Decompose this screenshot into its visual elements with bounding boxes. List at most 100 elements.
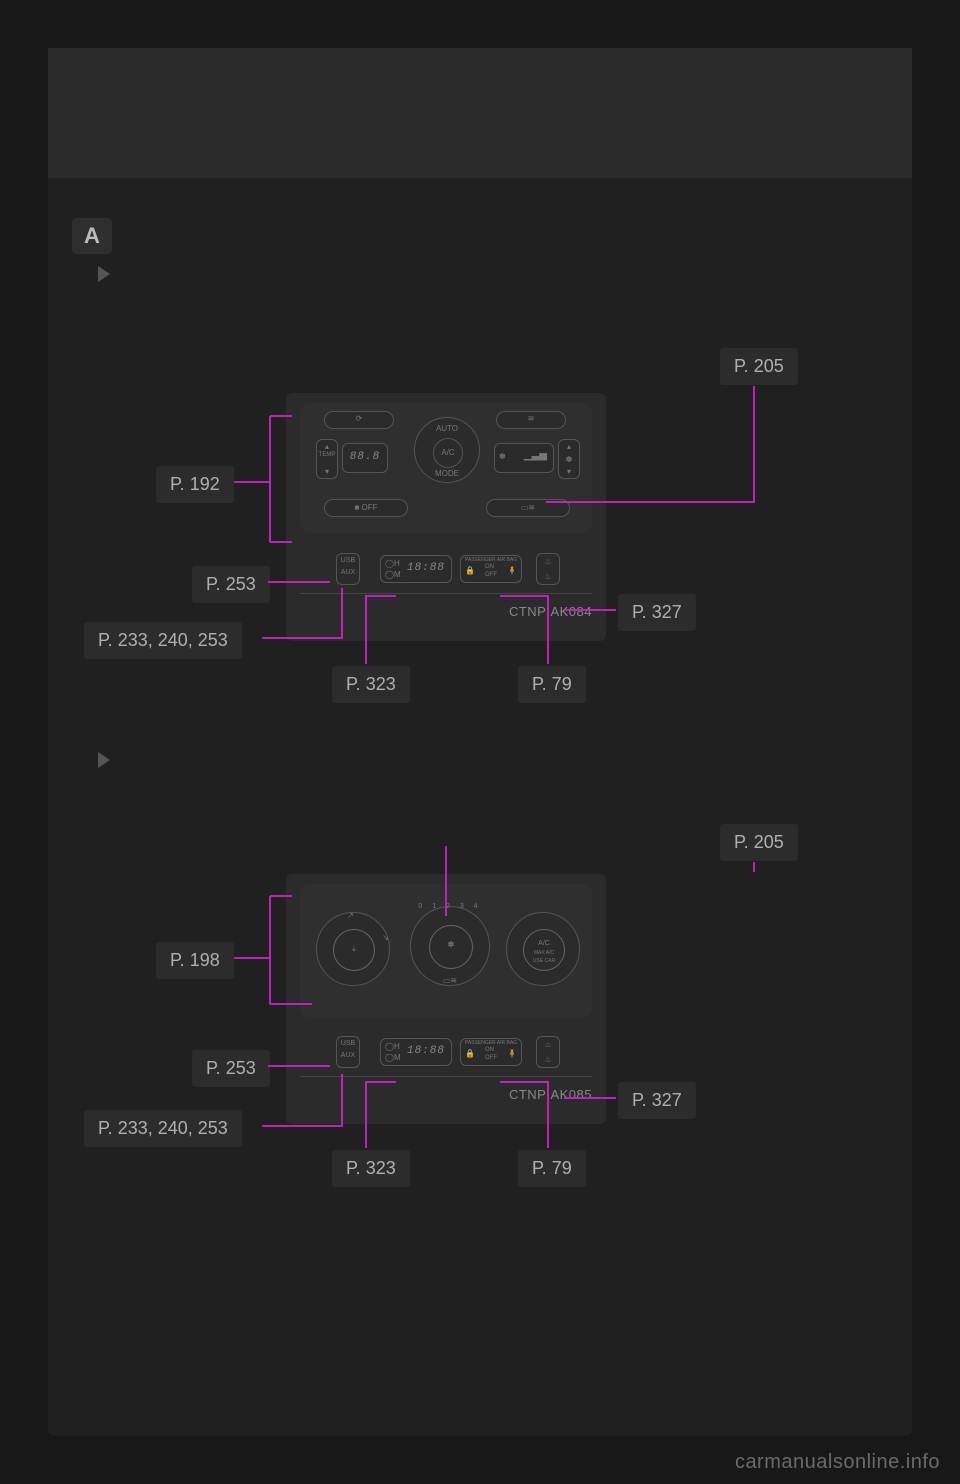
aux-label: AUX [337,569,359,576]
fan-ticks: 0 1 2 3 4 [411,903,489,910]
page-ref: P. 192 [156,466,234,503]
temp-rocker: ▴ TEMP ▾ [316,439,338,479]
usb-label: USB [337,557,359,564]
chevron-down-icon: ▾ [559,467,579,476]
fan-bars-icon: ▁▃▅ [524,450,547,461]
clock-value: 18:88 [407,1045,445,1057]
caret-icon [98,266,110,282]
airbag-fasten-icon: 🔒 [465,566,475,575]
mode-label: MODE [415,469,479,478]
airbag-fasten-icon: 🔒 [465,1049,475,1058]
recirc-button: ⟳ [324,411,394,429]
seat-heat-icon: ♨ [537,557,559,566]
page-ref: P. 327 [618,1082,696,1119]
watermark: carmanualsonline.info [735,1451,940,1474]
temp-dial: A/C MAX A/C USE CAR [506,912,580,986]
page-ref: P. 253 [192,566,270,603]
recirc-icon: ⟳ [325,414,393,423]
diagram-panel-1: ⟳ ≋ AUTO A/C MODE ▴ TEMP ▾ 88.8 [286,393,606,641]
airflow-face-icon: ↗ [347,911,354,920]
header-bar [48,48,912,178]
clock-value: 18:88 [407,562,445,574]
page-ref: P. 253 [192,1050,270,1087]
defog-rear-icon: ▭≋ [411,976,489,985]
clock-h-icon: ◯H [385,1042,400,1051]
section-marker: A [72,218,112,254]
divider [300,593,592,594]
page-ref: P. 79 [518,1150,586,1187]
page-ref: P. 233, 240, 253 [84,1110,242,1147]
temp-display: 88.8 [342,443,388,473]
page-ref: P. 327 [618,594,696,631]
usecar-label: USE CAR [524,958,564,964]
auto-label: AUTO [415,424,479,433]
fan-rocker: ▴ ✽ ▾ [558,439,580,479]
airbag-title: PASSENGER AIR BAG [461,1040,521,1046]
front-defog-button: ≋ [496,411,566,429]
caret-icon [98,752,110,768]
airbag-off: OFF [485,572,497,578]
page: A P. 205 P. 192 P. 253 P. 233, 240, 253 … [48,48,912,1436]
ac-label: A/C [434,448,462,457]
fan-icon: ✽ [499,452,506,461]
chevron-down-icon: ▾ [317,467,337,476]
seat-heat-icon: ♨ [537,572,559,581]
seat-heat-icon: ♨ [537,1040,559,1049]
airbag-indicator: PASSENGER AIR BAG 🔒 ON OFF 🧍 [460,555,522,583]
airbag-off: OFF [485,1055,497,1061]
clock-m-icon: ◯M [385,1053,401,1062]
mode-dial-inner: ⇣ [333,929,375,971]
center-dial: AUTO A/C MODE [414,417,480,483]
ac-dial-inner: A/C MAX A/C USE CAR [523,929,565,971]
diagram-code: CTNPIAK085 [509,1087,592,1102]
fan-icon: ✽ [559,455,579,464]
off-button: ■ OFF [324,499,408,517]
clock-display: ◯H ◯M 18:88 [380,555,452,583]
ac-button: A/C [433,438,463,468]
airflow-bilevel-icon: ↘ [382,933,389,942]
defog-front-icon: ≋ [497,414,565,423]
page-ref: P. 323 [332,666,410,703]
dial-module: ⇣ ↗ ↘ ✽ 0 1 2 3 4 ▭≋ A/C MAX A/C USE CAR [300,884,592,1018]
airflow-icon: ⇣ [334,944,374,953]
chevron-up-icon: ▴ [559,442,579,451]
maxac-label: MAX A/C [524,950,564,956]
clock-h-icon: ◯H [385,559,400,568]
usb-aux-port: USB AUX [336,553,360,585]
page-ref: P. 323 [332,1150,410,1187]
fan-display: ✽ ▁▃▅ [494,443,554,473]
airbag-on: ON [485,564,494,570]
airbag-person-icon: 🧍 [507,566,517,575]
page-ref: P. 205 [720,824,798,861]
climate-module: ⟳ ≋ AUTO A/C MODE ▴ TEMP ▾ 88.8 [300,403,592,533]
page-ref: P. 205 [720,348,798,385]
aux-label: AUX [337,1052,359,1059]
divider [300,1076,592,1077]
airbag-person-icon: 🧍 [507,1049,517,1058]
airbag-indicator: PASSENGER AIR BAG 🔒 ON OFF 🧍 [460,1038,522,1066]
seat-heater: ♨ ♨ [536,1036,560,1068]
clock-m-icon: ◯M [385,570,401,579]
page-ref: P. 233, 240, 253 [84,622,242,659]
diagram-code: CTNPIAK084 [509,604,592,619]
usb-label: USB [337,1040,359,1047]
fan-dial-inner: ✽ [429,925,473,969]
fan-icon: ✽ [430,940,472,949]
seat-heat-icon: ♨ [537,1055,559,1064]
temp-label: TEMP [317,452,337,458]
clock-display: ◯H ◯M 18:88 [380,1038,452,1066]
fan-dial: ✽ 0 1 2 3 4 ▭≋ [410,906,490,986]
rear-defog-button: ▭≋ [486,499,570,517]
diagram-panel-2: ⇣ ↗ ↘ ✽ 0 1 2 3 4 ▭≋ A/C MAX A/C USE CAR [286,874,606,1124]
ac-label: A/C [524,940,564,947]
mode-dial: ⇣ ↗ ↘ [316,912,390,986]
defog-rear-icon: ▭≋ [487,503,569,512]
airbag-title: PASSENGER AIR BAG [461,557,521,563]
usb-aux-port: USB AUX [336,1036,360,1068]
off-label: ■ OFF [325,503,407,512]
temp-value: 88.8 [343,451,387,463]
page-ref: P. 198 [156,942,234,979]
seat-heater: ♨ ♨ [536,553,560,585]
page-ref: P. 79 [518,666,586,703]
airbag-on: ON [485,1047,494,1053]
